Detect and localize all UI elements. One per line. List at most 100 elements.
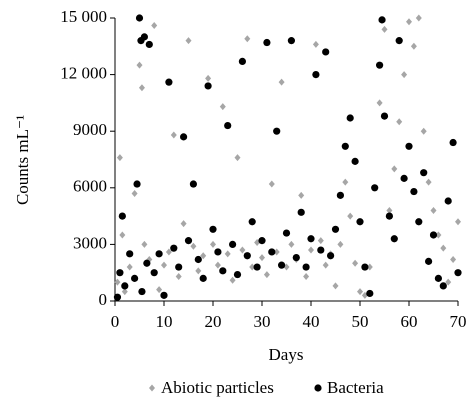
data-point [135,14,144,22]
data-point [391,165,398,173]
data-point [327,252,335,260]
data-point [371,184,379,192]
data-point [175,263,183,271]
data-point [140,33,148,41]
data-point [156,286,163,294]
x-tick-label: 40 [303,312,320,331]
x-tick-label: 30 [254,312,271,331]
data-point [194,255,202,264]
data-point [386,206,393,214]
x-axis-label: Days [269,345,304,364]
data-point [287,37,295,45]
data-point [425,257,433,265]
data-point [317,246,325,254]
data-point [233,270,242,279]
data-point [312,40,319,48]
data-point [180,220,187,228]
data-point [121,288,128,296]
legend-label: Bacteria [327,378,384,397]
data-point [126,263,133,271]
data-point [239,246,246,254]
data-point [165,248,172,256]
data-point [200,252,207,260]
y-tick-label: 12 000 [60,64,107,83]
data-point [380,112,389,120]
data-point [263,38,271,47]
data-point [138,84,145,92]
data-point [210,240,216,248]
data-point [151,22,158,30]
y-tick-label: 15 000 [60,7,107,26]
data-point [445,278,452,286]
data-point [282,229,291,237]
data-point [298,191,305,199]
data-point [352,259,359,267]
x-tick-label: 60 [401,312,418,331]
data-point [141,240,148,248]
legend-marker [149,384,155,392]
y-tick-label: 3000 [73,233,107,252]
data-point [376,61,384,69]
data-point [131,274,139,282]
x-tick-label: 50 [352,312,369,331]
data-point [351,157,359,165]
data-point [249,263,256,271]
data-point [356,218,364,226]
data-point [331,225,340,233]
legend-label: Abiotic particles [161,378,274,397]
data-point [119,231,126,239]
data-point [133,180,141,188]
data-point [420,169,428,177]
data-point [170,131,177,139]
data-point [400,174,408,182]
data-point [312,71,320,79]
data-point [288,240,295,248]
data-point [131,189,138,197]
data-point [118,212,126,220]
x-tick-label: 70 [450,312,467,331]
data-point [214,261,221,269]
y-tick-label: 9000 [73,120,107,139]
data-point [161,261,167,269]
data-point [259,254,265,262]
data-point [189,180,197,188]
data-point [253,263,261,271]
data-point [307,235,315,243]
data-point [429,231,438,239]
y-tick-label: 6000 [73,177,107,196]
data-point [160,291,168,299]
data-point [229,240,237,248]
data-point [346,114,354,122]
data-point [336,191,344,199]
data-point [322,48,330,56]
data-point [347,212,354,220]
data-point [143,259,151,267]
legend-marker [314,384,322,392]
data-point [224,121,232,130]
data-point [219,267,227,275]
data-point [263,271,270,279]
data-point [138,287,146,296]
data-point [455,218,461,226]
data-point [440,244,447,252]
data-point [332,282,339,290]
data-point [395,37,403,45]
data-point [114,278,121,286]
data-point [116,154,123,162]
data-point [199,274,207,282]
data-point [180,133,188,141]
data-point [214,248,222,256]
data-point [366,263,373,271]
data-point [292,254,300,262]
data-point [317,237,324,245]
data-point [322,261,329,269]
data-point [302,263,310,271]
data-point [361,263,369,271]
data-point [229,276,236,284]
data-point [381,25,388,33]
data-point [450,255,457,263]
data-point [116,269,124,277]
data-point [337,240,344,248]
data-point [420,127,427,135]
